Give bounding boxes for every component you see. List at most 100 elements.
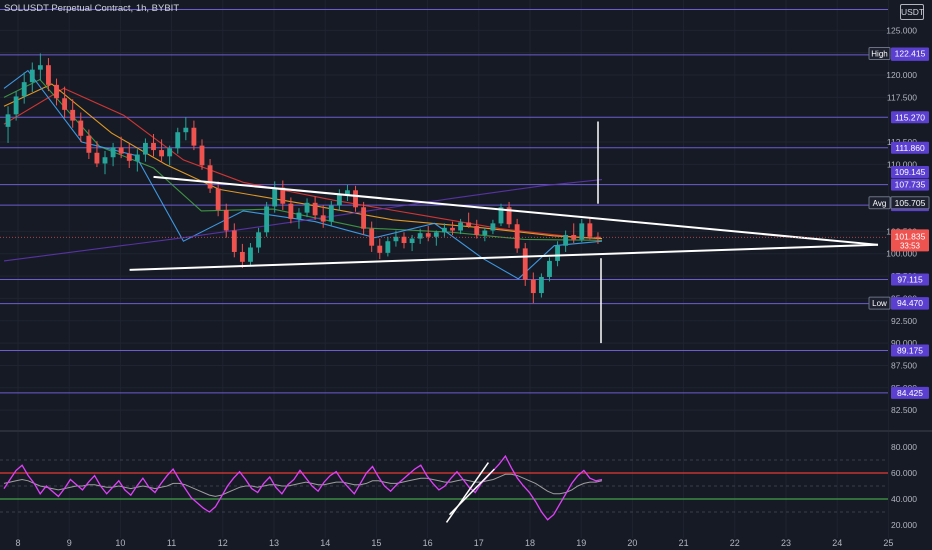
candle-body bbox=[369, 228, 375, 246]
x-tick-label: 22 bbox=[730, 538, 740, 548]
candle-body bbox=[466, 222, 472, 227]
candle-body bbox=[272, 187, 278, 207]
current-price-countdown: 33:53 bbox=[900, 241, 921, 250]
candle-body bbox=[142, 142, 148, 155]
candle-body bbox=[320, 215, 326, 222]
price-badge-tag: High bbox=[871, 49, 887, 58]
price-tick-label: 87.500 bbox=[891, 360, 917, 370]
level-label: 84.425 bbox=[897, 388, 923, 398]
price-badge bbox=[891, 166, 929, 179]
candle-body bbox=[126, 153, 132, 161]
x-tick-label: 17 bbox=[474, 538, 484, 548]
moving-average-line bbox=[3, 179, 603, 262]
candle-body bbox=[441, 227, 447, 233]
current-price-label: 101.835 bbox=[895, 231, 926, 241]
candle-body bbox=[70, 109, 76, 121]
level-label-bg bbox=[891, 111, 929, 124]
candle-body bbox=[223, 209, 229, 231]
candle-body bbox=[353, 190, 358, 208]
price-tick-label: 90.000 bbox=[891, 338, 917, 348]
candle-body bbox=[13, 96, 19, 115]
candle-body bbox=[94, 152, 100, 164]
x-tick-label: 23 bbox=[781, 538, 791, 548]
price-tick-label: 82.500 bbox=[891, 405, 917, 415]
x-tick-label: 21 bbox=[679, 538, 689, 548]
x-tick-label: 18 bbox=[525, 538, 535, 548]
candle-body bbox=[151, 142, 156, 151]
candle-body bbox=[102, 157, 108, 164]
level-label: 115.270 bbox=[895, 112, 925, 122]
candle-body bbox=[288, 203, 294, 219]
price-badge bbox=[891, 297, 929, 310]
candle-body bbox=[110, 147, 116, 158]
candle-body bbox=[134, 154, 140, 161]
candle-body bbox=[587, 223, 593, 237]
rsi-line bbox=[3, 454, 603, 521]
candle-body bbox=[409, 238, 415, 244]
candle-body bbox=[522, 248, 528, 280]
candle-body bbox=[29, 69, 35, 83]
candle-body bbox=[264, 206, 270, 233]
candle-body bbox=[328, 205, 334, 222]
x-tick-label: 10 bbox=[115, 538, 125, 548]
x-tick-label: 11 bbox=[167, 538, 176, 548]
candle-body bbox=[118, 147, 124, 154]
candle-body bbox=[458, 222, 464, 231]
rsi-tick-label: 20.000 bbox=[891, 520, 917, 530]
candle-body bbox=[86, 135, 92, 153]
price-tick-label: 92.500 bbox=[891, 316, 917, 326]
price-badge-label: 109.145 bbox=[895, 167, 926, 177]
price-tick-label: 100.000 bbox=[886, 249, 917, 259]
candle-body bbox=[555, 245, 560, 261]
candle-body bbox=[183, 127, 189, 133]
level-label: 97.115 bbox=[897, 275, 923, 285]
x-tick-label: 16 bbox=[423, 538, 433, 548]
currency-button[interactable]: USDT bbox=[900, 4, 924, 20]
rsi-trend-line bbox=[445, 462, 489, 523]
candle-body bbox=[361, 207, 367, 229]
price-tick-label: 117.500 bbox=[887, 92, 917, 102]
candle-body bbox=[37, 65, 43, 70]
price-badge-label: 94.470 bbox=[897, 298, 923, 308]
candle-body bbox=[159, 150, 165, 157]
x-tick-label: 9 bbox=[67, 538, 72, 548]
candle-body bbox=[385, 241, 391, 253]
moving-average-line bbox=[3, 78, 603, 241]
chart-title: SOLUSDT Perpetual Contract, 1h, BYBIT bbox=[4, 3, 180, 14]
level-label-bg bbox=[891, 273, 929, 286]
current-price-badge bbox=[891, 229, 929, 252]
candle-body bbox=[547, 260, 552, 277]
candle-body bbox=[304, 202, 310, 213]
candle-body bbox=[345, 190, 350, 195]
candle-body bbox=[239, 251, 245, 262]
candle-body bbox=[393, 236, 399, 242]
x-tick-label: 20 bbox=[627, 538, 637, 548]
level-label-bg bbox=[891, 386, 929, 399]
price-badge-tag-bg bbox=[868, 196, 891, 210]
candle-body bbox=[199, 145, 205, 166]
candle-body bbox=[563, 234, 569, 246]
price-tick-label: 125.000 bbox=[886, 25, 917, 35]
price-badge-label: 122.415 bbox=[895, 48, 926, 58]
candle-body bbox=[167, 148, 173, 157]
candle-body bbox=[401, 236, 407, 244]
x-tick-label: 12 bbox=[218, 538, 228, 548]
rsi-tick-label: 80.000 bbox=[891, 442, 917, 452]
candle-body bbox=[191, 127, 197, 146]
x-tick-label: 14 bbox=[320, 538, 330, 548]
price-badge bbox=[890, 196, 930, 210]
rsi-trend-line bbox=[448, 468, 495, 516]
moving-average-line bbox=[3, 69, 603, 280]
candle-body bbox=[207, 165, 213, 189]
rsi-moving-average bbox=[3, 473, 603, 497]
candle-body bbox=[256, 232, 261, 248]
candle-body bbox=[450, 227, 455, 231]
price-tick-label: 110.000 bbox=[887, 159, 917, 169]
candle-body bbox=[490, 223, 496, 231]
level-label: 107.735 bbox=[895, 180, 926, 190]
candle-body bbox=[231, 230, 237, 252]
price-badge-label: 105.705 bbox=[895, 198, 926, 208]
candle-body bbox=[78, 120, 84, 136]
candle-body bbox=[280, 187, 286, 204]
